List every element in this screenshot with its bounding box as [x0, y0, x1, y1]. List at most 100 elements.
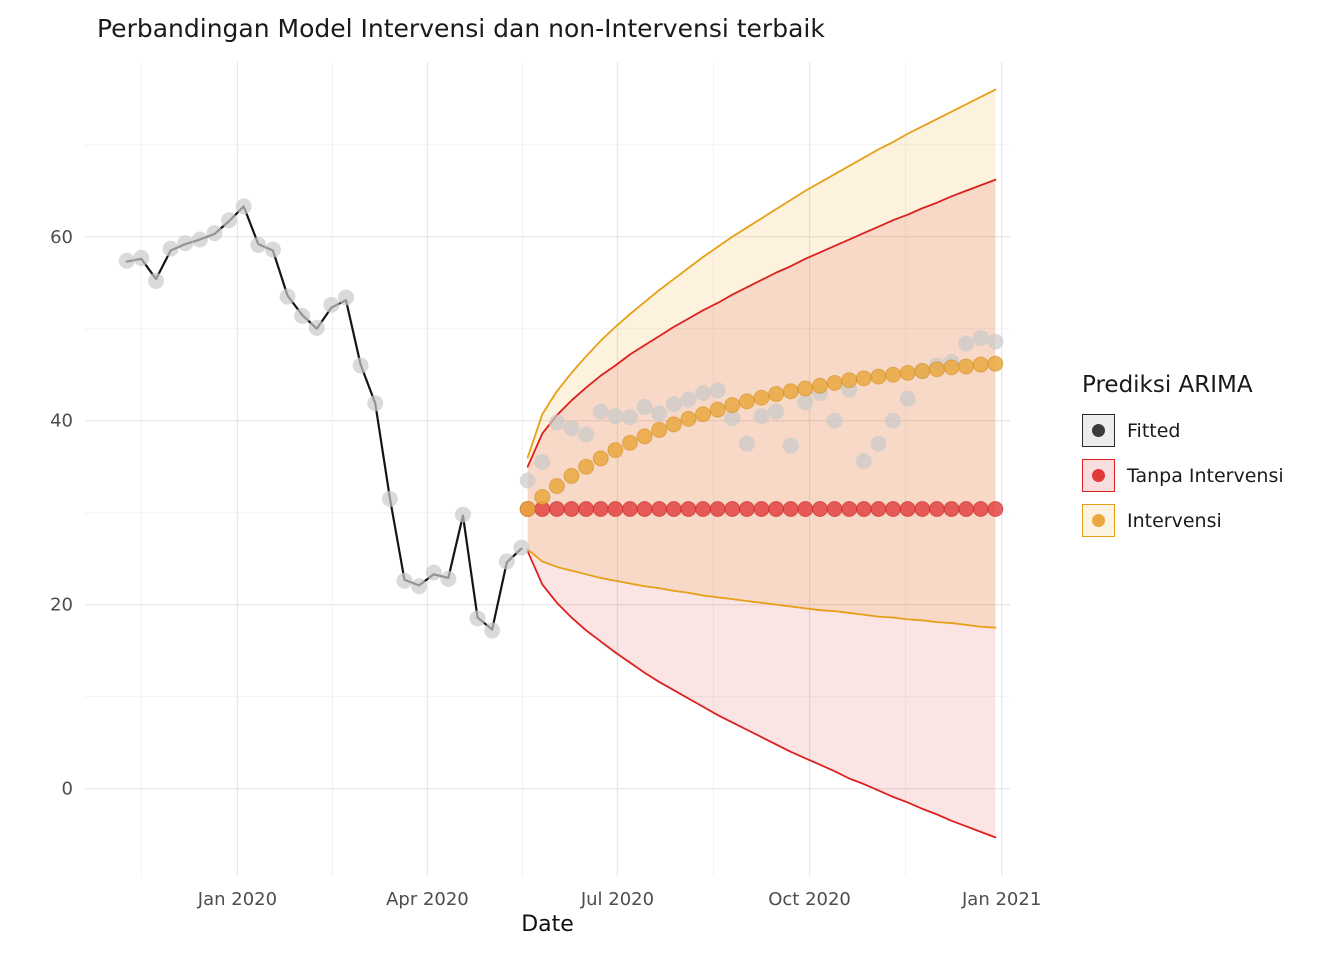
observed-point [352, 357, 369, 374]
observed-point [250, 237, 267, 254]
observed-point [308, 319, 325, 336]
forecast-point-intervensi [621, 434, 638, 451]
forecast-point-intervensi [826, 375, 843, 392]
observed-point [870, 435, 887, 452]
forecast-point-intervensi [899, 364, 916, 381]
y-axis-tick-labels: 0 20 40 60 [50, 227, 73, 800]
forecast-point-tanpa-intervensi [738, 501, 755, 518]
forecast-point-tanpa-intervensi [621, 501, 638, 518]
observed-point [958, 335, 975, 352]
forecast-point-tanpa-intervensi [826, 501, 843, 518]
forecast-point-tanpa-intervensi [753, 501, 770, 518]
observed-point [323, 296, 340, 313]
forecast-point-intervensi [548, 478, 565, 495]
forecast-point-intervensi [972, 356, 989, 373]
forecast-point-intervensi [534, 489, 551, 506]
legend: Prediksi ARIMA Fitted Tanpa Intervensi Int… [1082, 372, 1284, 549]
observed-point [709, 382, 726, 399]
observed-point [381, 490, 398, 507]
observed-point [753, 408, 770, 425]
forecast-point-tanpa-intervensi [636, 501, 653, 518]
forecast-points-intervensi [519, 355, 1004, 518]
x-tick-label: Jul 2020 [580, 889, 654, 910]
legend-entry-tanpa-intervensi: Tanpa Intervensi [1082, 459, 1284, 492]
legend-key-swatch [1082, 414, 1115, 447]
observed-point [899, 390, 916, 407]
forecast-point-intervensi [709, 401, 726, 418]
observed-point [548, 414, 565, 431]
legend-entry-label: Tanpa Intervensi [1127, 464, 1284, 487]
observed-point [680, 391, 697, 408]
forecast-point-tanpa-intervensi [885, 501, 902, 518]
observed-point [768, 403, 785, 420]
forecast-point-tanpa-intervensi [695, 501, 712, 518]
observed-point [513, 539, 530, 556]
ci-upper-tanpa-intervensi [526, 178, 997, 468]
observed-point [425, 564, 442, 581]
legend-entry-label: Fitted [1127, 419, 1181, 442]
forecast-point-tanpa-intervensi [943, 501, 960, 518]
x-tick-label: Jan 2020 [197, 889, 277, 910]
ribbon-intervensi [527, 89, 996, 628]
forecast-point-intervensi [782, 383, 799, 400]
forecast-point-tanpa-intervensi [797, 501, 814, 518]
forecast-point-intervensi [665, 416, 682, 433]
x-axis-title: Date [521, 912, 574, 937]
forecast-point-tanpa-intervensi [841, 501, 858, 518]
observed-point [264, 241, 281, 258]
observed-point [855, 453, 872, 470]
confidence-edges [526, 88, 997, 839]
observed-point [885, 412, 902, 429]
observed-point [498, 553, 515, 570]
observed-point [651, 405, 668, 422]
forecast-point-intervensi [870, 368, 887, 385]
forecast-point-intervensi [943, 359, 960, 376]
legend-key-dot [1092, 424, 1105, 437]
ci-lower-intervensi [526, 548, 997, 629]
forecast-point-intervensi [592, 450, 609, 467]
observed-point [162, 240, 179, 257]
observed-point [724, 409, 741, 426]
x-axis-tick-labels: Jan 2020 Apr 2020 Jul 2020 Oct 2020 Jan 2021 [197, 889, 1042, 910]
forecast-point-intervensi [841, 372, 858, 389]
observed-point [206, 225, 223, 242]
forecast-point-tanpa-intervensi [928, 501, 945, 518]
forecast-point-intervensi [738, 393, 755, 410]
forecast-point-intervensi [885, 366, 902, 383]
observed-point [454, 506, 471, 523]
observed-point [578, 426, 595, 443]
fitted-line-path [125, 205, 523, 631]
forecast-point-tanpa-intervensi [899, 501, 916, 518]
forecast-point-tanpa-intervensi [548, 501, 565, 518]
forecast-point-intervensi [958, 358, 975, 375]
observed-point [519, 472, 536, 489]
forecast-point-tanpa-intervensi [563, 501, 580, 518]
grid-major [85, 62, 1010, 876]
x-tick-label: Jan 2021 [961, 889, 1041, 910]
forecast-point-intervensi [928, 361, 945, 378]
y-tick-label: 60 [50, 227, 73, 248]
x-tick-label: Oct 2020 [768, 889, 851, 910]
forecast-point-intervensi [753, 389, 770, 406]
forecast-point-tanpa-intervensi [578, 501, 595, 518]
observed-point [797, 394, 814, 411]
forecast-point-tanpa-intervensi [607, 501, 624, 518]
observed-point [563, 420, 580, 437]
forecast-point-intervensi [578, 458, 595, 475]
forecast-point-intervensi [519, 501, 536, 518]
ci-upper-intervensi [526, 88, 997, 459]
observed-point [534, 454, 551, 471]
fitted-line [125, 205, 523, 631]
forecast-point-tanpa-intervensi [811, 501, 828, 518]
ci-lower-tanpa-intervensi [526, 550, 997, 839]
forecast-point-tanpa-intervensi [651, 501, 668, 518]
legend-title: Prediksi ARIMA [1082, 372, 1253, 398]
forecast-point-intervensi [680, 410, 697, 427]
forecast-point-intervensi [855, 370, 872, 387]
forecast-point-tanpa-intervensi [987, 501, 1004, 518]
legend-key-dot [1092, 514, 1105, 527]
legend-entry-fitted: Fitted [1082, 414, 1284, 447]
forecast-point-intervensi [695, 406, 712, 423]
legend-key-swatch [1082, 459, 1115, 492]
forecast-point-tanpa-intervensi [724, 501, 741, 518]
